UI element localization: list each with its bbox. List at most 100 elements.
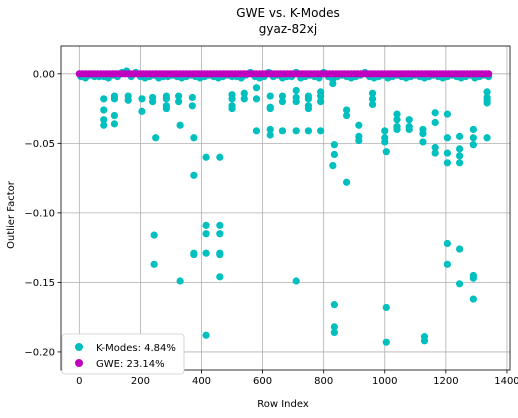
- data-point-kmodes: [304, 95, 313, 103]
- data-point-kmodes: [382, 148, 390, 156]
- data-point-kmodes: [190, 134, 198, 142]
- data-point-kmodes: [266, 92, 274, 100]
- data-point-kmodes: [469, 274, 477, 282]
- x-tick-label: 600: [253, 376, 272, 387]
- x-tick-label: 1400: [494, 376, 518, 387]
- y-axis-label: Outlier Factor: [6, 180, 17, 249]
- data-point-kmodes: [202, 221, 210, 229]
- data-point-kmodes: [443, 260, 451, 268]
- chart-subtitle: gyaz-82xj: [259, 22, 317, 36]
- data-point-kmodes: [469, 125, 477, 134]
- data-point-kmodes: [150, 260, 158, 268]
- data-point-kmodes: [456, 132, 464, 140]
- data-point-kmodes: [469, 141, 477, 149]
- data-point-kmodes: [368, 100, 377, 108]
- data-point-kmodes: [188, 93, 196, 102]
- data-point-kmodes: [202, 153, 210, 161]
- legend-box: [61, 333, 185, 375]
- data-point-kmodes: [175, 92, 183, 100]
- data-point-kmodes: [393, 116, 401, 124]
- data-point-kmodes: [368, 89, 377, 97]
- data-point-kmodes: [138, 95, 146, 103]
- data-point-kmodes: [420, 337, 429, 345]
- data-point-kmodes: [292, 277, 300, 285]
- data-point-kmodes: [456, 280, 464, 288]
- data-point-kmodes: [110, 120, 119, 128]
- data-point-kmodes: [190, 250, 198, 259]
- data-point-kmodes: [456, 245, 464, 253]
- data-point-kmodes: [228, 104, 236, 113]
- data-point-kmodes: [330, 150, 338, 159]
- data-point-kmodes: [162, 95, 170, 103]
- data-point-kmodes: [342, 111, 351, 120]
- x-tick-label: 0: [76, 376, 82, 387]
- data-point-kmodes: [431, 143, 439, 152]
- data-point-kmodes: [149, 98, 157, 106]
- data-point-kmodes: [483, 99, 491, 107]
- data-point-kmodes: [216, 221, 224, 229]
- data-point-kmodes: [469, 134, 477, 142]
- data-point-kmodes: [443, 239, 451, 248]
- data-point-kmodes: [266, 104, 274, 113]
- data-point-kmodes: [329, 161, 337, 170]
- data-point-kmodes: [443, 159, 451, 167]
- data-point-kmodes: [188, 102, 196, 110]
- data-point-kmodes: [252, 84, 261, 92]
- data-point-kmodes: [278, 127, 287, 135]
- data-point-kmodes: [443, 110, 451, 118]
- data-point-kmodes: [456, 159, 464, 167]
- data-point-kmodes: [150, 231, 158, 239]
- data-point-kmodes: [431, 118, 439, 127]
- data-point-kmodes: [278, 98, 287, 106]
- plot-frame: [60, 45, 511, 371]
- data-point-kmodes: [330, 301, 338, 309]
- y-tick-label: −0.20: [24, 347, 55, 358]
- data-point-kmodes: [330, 328, 338, 337]
- data-point-kmodes: [216, 230, 224, 238]
- data-point-kmodes: [252, 127, 261, 135]
- data-point-kmodes: [355, 121, 363, 129]
- data-point-kmodes: [202, 249, 210, 257]
- data-point-kmodes: [278, 92, 287, 100]
- data-point-kmodes: [100, 116, 108, 124]
- data-point-kmodes: [176, 277, 184, 285]
- data-point-kmodes: [381, 127, 389, 135]
- y-axis-ticks: 0.00 −0.05 −0.10 −0.15 −0.20: [24, 69, 61, 358]
- data-point-kmodes: [175, 98, 183, 106]
- data-point-kmodes: [317, 127, 325, 135]
- data-point-kmodes: [405, 116, 413, 124]
- data-point-kmodes: [124, 96, 132, 104]
- data-point-kmodes: [100, 106, 108, 114]
- data-point-kmodes: [483, 134, 491, 142]
- data-point-kmodes: [419, 130, 427, 138]
- data-point-kmodes: [382, 338, 390, 346]
- chart-title: GWE vs. K-Modes: [236, 6, 339, 20]
- data-point-kmodes: [138, 107, 146, 115]
- data-point-kmodes: [176, 121, 184, 129]
- y-tick-label: −0.15: [24, 278, 55, 289]
- x-tick-label: 800: [314, 376, 333, 387]
- data-point-gwe: [485, 70, 493, 78]
- data-point-kmodes: [329, 79, 337, 88]
- data-point-kmodes: [330, 141, 338, 149]
- legend-marker-gwe: [75, 359, 83, 367]
- data-point-kmodes: [110, 111, 119, 120]
- data-point-kmodes: [443, 149, 451, 157]
- y-tick-label: 0.00: [33, 69, 55, 80]
- data-point-kmodes: [419, 138, 427, 146]
- data-point-kmodes: [443, 134, 451, 142]
- data-point-kmodes: [202, 331, 210, 339]
- x-tick-label: 200: [131, 376, 150, 387]
- data-point-kmodes: [304, 104, 313, 113]
- data-point-kmodes: [292, 127, 300, 135]
- x-tick-label: 1000: [372, 376, 397, 387]
- data-point-kmodes: [240, 95, 248, 103]
- series-gwe: [75, 70, 493, 78]
- data-point-kmodes: [216, 273, 224, 281]
- data-point-kmodes: [190, 171, 198, 179]
- data-point-kmodes: [152, 134, 160, 142]
- plot-area: [75, 67, 493, 346]
- data-point-kmodes: [216, 153, 224, 161]
